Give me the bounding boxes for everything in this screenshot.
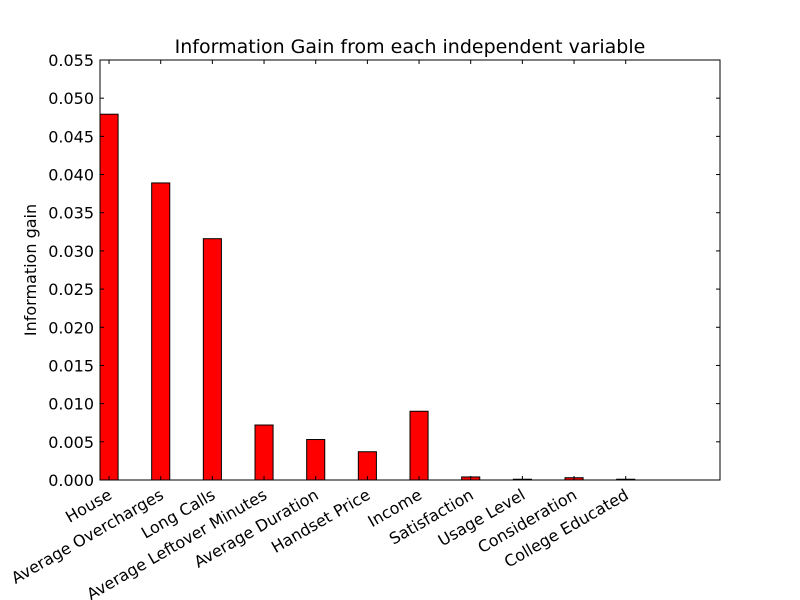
bars-group xyxy=(99,113,636,481)
bar-handset-price xyxy=(357,451,377,481)
y-tick-label-1: 0.005 xyxy=(48,433,94,452)
y-tick-label-7: 0.035 xyxy=(48,204,94,223)
y-tick-label-9: 0.045 xyxy=(48,127,94,146)
y-tick-label-3: 0.015 xyxy=(48,356,94,375)
bar-long-calls xyxy=(202,238,222,481)
y-tick-label-10: 0.050 xyxy=(48,89,94,108)
y-ticks-group: 0.000 0.005 0.010 0.015 0.020 0.025 0.030 0.035… xyxy=(48,51,720,490)
y-tick-label-2: 0.010 xyxy=(48,395,94,414)
bar-average-leftover-minutes xyxy=(254,424,274,481)
chart-title: Information Gain from each independent v… xyxy=(175,36,646,58)
bar-house xyxy=(99,113,119,481)
y-tick-label-6: 0.030 xyxy=(48,242,94,261)
bar-income xyxy=(409,410,429,481)
y-axis-label: Information gain xyxy=(21,204,40,336)
y-tick-label-4: 0.020 xyxy=(48,318,94,337)
y-tick-label-0: 0.000 xyxy=(48,471,94,490)
y-tick-label-11: 0.055 xyxy=(48,51,94,70)
plot-frame xyxy=(99,59,721,481)
bar-average-overcharges xyxy=(151,182,171,481)
bar-average-duration xyxy=(306,439,326,481)
y-tick-label-5: 0.025 xyxy=(48,280,94,299)
y-tick-label-8: 0.040 xyxy=(48,166,94,185)
